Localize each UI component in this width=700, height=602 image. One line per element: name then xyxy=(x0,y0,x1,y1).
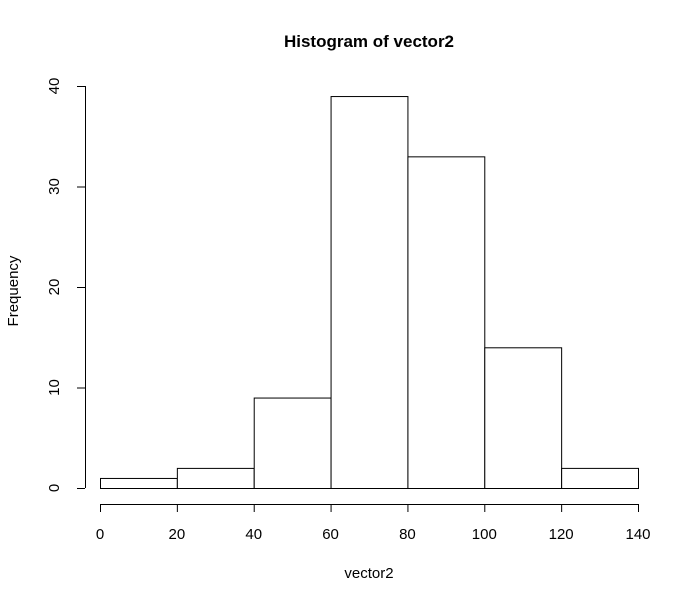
histogram-bar-120-140 xyxy=(561,467,640,489)
x-axis: 0 20 40 60 80 100 120 140 xyxy=(96,504,651,543)
y-tick-label-10: 10 xyxy=(46,379,63,396)
histogram-bar-20-40 xyxy=(176,467,255,489)
x-tick-label-120: 120 xyxy=(549,526,574,543)
x-tick-label-20: 20 xyxy=(169,526,186,543)
histogram-bar-0-20 xyxy=(100,477,178,490)
y-tick-label-30: 30 xyxy=(46,178,63,195)
chart-title: Histogram of vector2 xyxy=(284,32,454,51)
bars-group xyxy=(100,96,640,490)
x-tick-label-80: 80 xyxy=(399,526,416,543)
y-tick-label-20: 20 xyxy=(46,279,63,296)
x-tick-label-100: 100 xyxy=(472,526,497,543)
histogram-bar-40-60 xyxy=(253,397,332,489)
y-tick-label-0: 0 xyxy=(46,484,63,492)
y-tick-label-40: 40 xyxy=(46,78,63,95)
histogram-bar-100-120 xyxy=(484,347,563,489)
histogram-bar-80-100 xyxy=(407,156,486,489)
x-tick-label-60: 60 xyxy=(322,526,339,543)
x-tick-label-0: 0 xyxy=(96,526,104,543)
y-axis: 0 10 20 30 40 xyxy=(46,78,86,492)
y-axis-label: Frequency xyxy=(5,255,22,326)
x-tick-label-140: 140 xyxy=(625,526,650,543)
x-tick-label-40: 40 xyxy=(245,526,262,543)
histogram-bar-60-80 xyxy=(330,96,409,490)
x-axis-label: vector2 xyxy=(344,565,393,582)
